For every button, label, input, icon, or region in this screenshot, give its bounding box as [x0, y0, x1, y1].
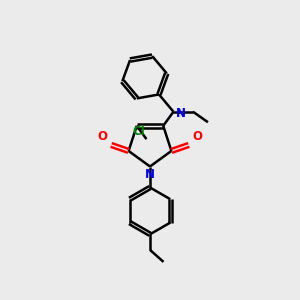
Text: N: N	[145, 168, 155, 181]
Text: O: O	[98, 130, 108, 142]
Text: Cl: Cl	[132, 124, 145, 138]
Text: O: O	[192, 130, 203, 142]
Text: N: N	[176, 107, 186, 120]
